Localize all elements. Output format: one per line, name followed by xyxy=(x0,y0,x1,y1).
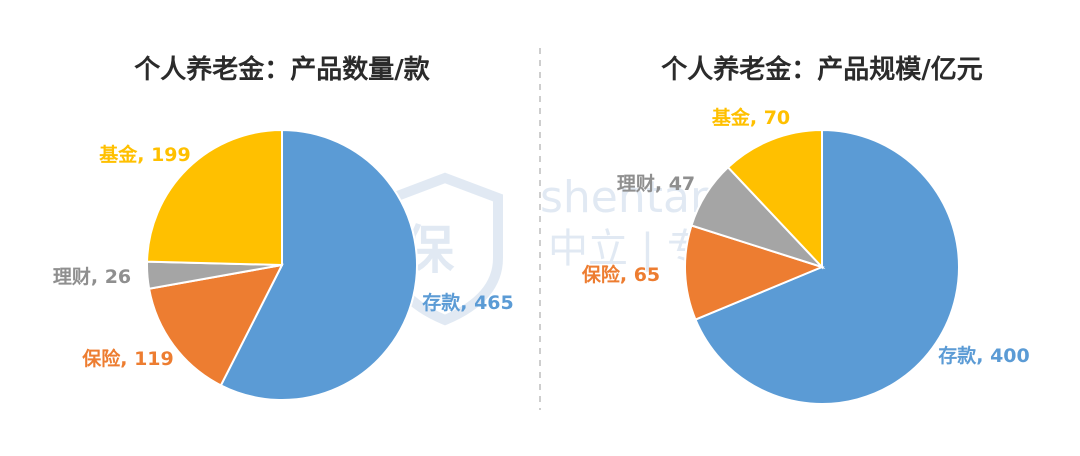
chart-title: 个人养老金：产品规模/亿元 xyxy=(661,54,983,85)
slice-label-1: 保险, 119 xyxy=(81,347,174,370)
slice-label-0: 存款, 465 xyxy=(422,291,514,314)
pie-slice-1 xyxy=(684,224,825,321)
slice-label-2: 理财, 47 xyxy=(617,172,695,195)
pie-slice-0 xyxy=(694,128,960,405)
pie-chart-product-count: 个人养老金：产品数量/款 存款, 465 保险, 119 理财, 26 基金, 199 xyxy=(53,54,514,401)
slice-label-3: 基金, 70 xyxy=(711,106,790,129)
slice-label-2: 理财, 26 xyxy=(53,265,131,288)
pie-chart-product-scale: 个人养老金：产品规模/亿元 存款, 400 保险, 65 理财, 47 基金, 70 xyxy=(581,54,1030,405)
pie-slice-1 xyxy=(147,263,284,387)
slice-label-3: 基金, 199 xyxy=(98,143,191,166)
slice-label-0: 存款, 400 xyxy=(938,344,1030,367)
slice-label-1: 保险, 65 xyxy=(581,263,660,286)
pie-slice-0 xyxy=(219,128,418,401)
pie-slice-3 xyxy=(726,128,823,270)
pie-slice-3 xyxy=(146,128,283,267)
chart-title: 个人养老金：产品数量/款 xyxy=(134,54,430,85)
